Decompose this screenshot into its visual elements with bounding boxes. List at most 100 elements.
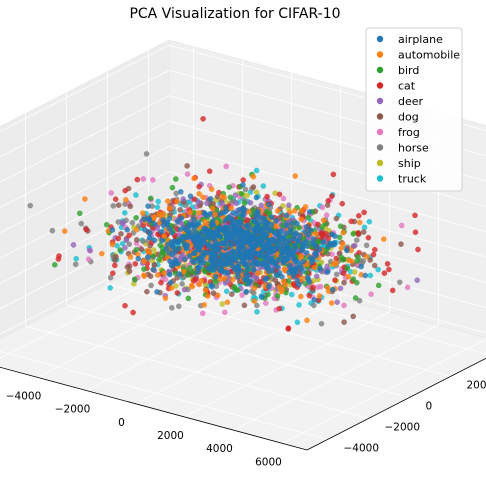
scatter-point — [325, 198, 331, 204]
scatter-point — [235, 273, 242, 280]
scatter-point — [267, 227, 274, 234]
scatter-point — [389, 287, 396, 294]
scatter-point — [358, 263, 364, 270]
scatter-point — [350, 313, 356, 320]
scatter-point — [231, 223, 238, 229]
scatter-point — [306, 292, 312, 299]
scatter-point — [263, 256, 270, 262]
scatter-point — [208, 282, 215, 288]
scatter-point — [56, 253, 62, 259]
scatter-point — [264, 193, 270, 200]
scatter-point — [292, 258, 299, 265]
scatter-point — [237, 249, 243, 255]
scatter-point — [312, 264, 318, 271]
scatter-point — [311, 302, 317, 309]
scatter-point — [364, 253, 370, 260]
scatter-point — [123, 237, 130, 243]
scatter-point — [202, 287, 209, 294]
scatter-point — [233, 211, 240, 217]
scatter-point — [148, 282, 154, 289]
scatter-point — [177, 207, 183, 213]
x-tick-label: 2000 — [157, 430, 184, 442]
scatter-point — [164, 221, 170, 228]
legend-marker-cat — [376, 82, 384, 89]
scatter-point — [304, 317, 310, 324]
scatter-point — [279, 252, 285, 259]
x-axis-line — [0, 366, 308, 451]
scatter-point — [350, 276, 357, 282]
scatter-point — [126, 263, 133, 270]
scatter-point — [127, 203, 134, 210]
scatter-point — [134, 237, 140, 243]
scatter-point — [360, 229, 367, 235]
z-gridline-back — [0, 70, 170, 158]
x-tick-label: −2000 — [55, 404, 91, 416]
scatter-point — [70, 242, 77, 248]
scatter-point — [279, 273, 285, 280]
scatter-point — [341, 319, 347, 325]
scatter-point — [118, 231, 124, 237]
scatter-point — [247, 234, 254, 241]
scatter-point — [317, 265, 323, 272]
scatter-point — [141, 266, 147, 272]
scatter-point — [114, 242, 120, 249]
scatter-point — [315, 221, 321, 228]
scatter-point — [154, 204, 161, 210]
scatter-point — [140, 238, 146, 245]
scatter-point — [346, 257, 353, 263]
scatter-point — [143, 151, 150, 157]
scatter-point — [250, 184, 257, 190]
scatter-point — [320, 217, 327, 224]
scatter-point — [166, 205, 173, 211]
z-gridline-back — [0, 95, 170, 183]
scatter-point — [292, 173, 298, 179]
scatter-point — [280, 195, 287, 202]
scatter-point — [274, 293, 281, 299]
scatter-point — [250, 173, 257, 180]
scatter-point — [269, 267, 276, 274]
scatter-point — [195, 256, 201, 262]
scatter-point — [296, 302, 302, 308]
scatter-point — [179, 281, 185, 287]
scatter-point — [49, 227, 56, 234]
scatter-point — [313, 231, 319, 237]
scatter-point — [196, 183, 202, 190]
scatter-point — [295, 238, 301, 244]
scatter-point — [162, 295, 169, 302]
scatter-point — [168, 262, 175, 269]
scatter-point — [220, 240, 227, 246]
scatter-point — [166, 215, 173, 222]
scatter-point — [365, 234, 372, 241]
scatter-point — [191, 278, 197, 284]
scatter-point — [274, 241, 280, 247]
scatter-point — [146, 216, 152, 222]
scatter-point — [334, 299, 340, 305]
scatter-point — [212, 273, 219, 280]
scatter-point — [266, 283, 272, 290]
scatter-point — [122, 245, 128, 251]
scatter-point — [166, 225, 173, 232]
x-tick-label: −4000 — [6, 390, 42, 402]
scatter-point — [122, 187, 128, 194]
scatter-point — [247, 200, 254, 206]
scatter-point — [235, 263, 242, 270]
scatter-point — [169, 229, 175, 236]
scatter-point — [147, 195, 154, 202]
scatter-point — [176, 271, 183, 277]
scatter-point — [186, 253, 193, 259]
scatter-point — [351, 269, 358, 275]
scatter-point — [229, 291, 235, 297]
scatter-point — [303, 224, 310, 230]
scatter-point — [363, 242, 370, 249]
scatter-point — [228, 205, 235, 211]
scatter-point — [202, 218, 208, 225]
scatter-point — [133, 246, 140, 253]
scatter-point — [73, 255, 79, 262]
scatter-point — [222, 245, 229, 251]
scatter-point — [168, 285, 175, 291]
scatter-point — [298, 293, 304, 300]
scatter-point — [195, 199, 202, 206]
scatter-point — [238, 190, 245, 197]
scatter-point — [304, 250, 310, 256]
scatter-point — [122, 302, 128, 309]
